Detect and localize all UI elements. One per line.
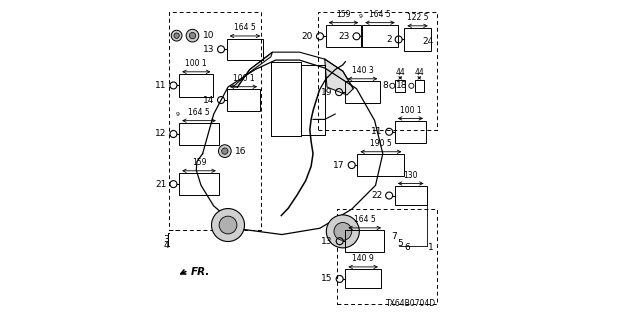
Polygon shape — [324, 59, 353, 95]
Text: 5: 5 — [397, 239, 403, 248]
Circle shape — [189, 32, 196, 39]
Text: 3: 3 — [164, 235, 170, 244]
Text: 6: 6 — [404, 243, 410, 252]
Bar — [415, 80, 424, 92]
Bar — [179, 123, 219, 145]
Bar — [227, 38, 263, 60]
Text: 10: 10 — [203, 31, 214, 40]
Bar — [179, 74, 213, 97]
Text: 1: 1 — [428, 243, 433, 252]
Text: 23: 23 — [338, 32, 349, 41]
Text: 20: 20 — [301, 32, 313, 41]
Bar — [396, 80, 405, 92]
Bar — [357, 154, 404, 176]
Text: 13: 13 — [202, 45, 214, 54]
Text: 9: 9 — [186, 31, 192, 40]
Text: 130: 130 — [403, 171, 418, 180]
Text: 164 5: 164 5 — [188, 108, 210, 117]
Polygon shape — [233, 52, 273, 87]
Circle shape — [186, 29, 199, 42]
Text: 11: 11 — [371, 127, 382, 136]
Circle shape — [219, 216, 237, 234]
Text: 122 5: 122 5 — [407, 13, 428, 22]
Text: 44: 44 — [415, 68, 424, 76]
Text: 140 9: 140 9 — [352, 254, 374, 263]
Circle shape — [218, 145, 231, 157]
Bar — [404, 28, 431, 51]
Bar — [346, 230, 384, 252]
Text: 159: 159 — [192, 158, 206, 167]
Circle shape — [172, 30, 182, 41]
Text: 24: 24 — [422, 36, 433, 45]
Text: 7: 7 — [391, 232, 396, 241]
Text: FR.: FR. — [191, 267, 210, 277]
Bar — [345, 81, 380, 103]
Text: 164 5: 164 5 — [354, 215, 376, 224]
Bar — [326, 25, 361, 47]
Text: 19: 19 — [321, 88, 332, 97]
Text: 14: 14 — [203, 96, 214, 105]
Bar — [346, 269, 381, 288]
Text: 11: 11 — [155, 81, 166, 90]
Text: 13: 13 — [321, 237, 333, 246]
Circle shape — [221, 148, 228, 154]
Text: 8: 8 — [383, 81, 388, 90]
Text: 100 1: 100 1 — [232, 74, 254, 83]
Text: 15: 15 — [321, 275, 333, 284]
Text: 12: 12 — [155, 130, 166, 139]
Text: 21: 21 — [155, 180, 166, 188]
Circle shape — [174, 33, 179, 38]
Text: 16: 16 — [236, 147, 247, 156]
Text: 4: 4 — [164, 241, 169, 250]
Circle shape — [326, 215, 359, 248]
Bar — [395, 121, 426, 142]
Text: 100 1: 100 1 — [399, 106, 421, 115]
Bar — [179, 173, 219, 195]
Text: TX64B0704D: TX64B0704D — [386, 300, 436, 308]
Text: 190 5: 190 5 — [370, 139, 392, 148]
Text: 100 1: 100 1 — [186, 59, 207, 68]
Text: 164 5: 164 5 — [234, 23, 256, 32]
Text: 2: 2 — [386, 35, 392, 44]
Text: 22: 22 — [371, 191, 382, 200]
Text: 140 3: 140 3 — [351, 66, 373, 75]
Circle shape — [334, 222, 352, 240]
Circle shape — [211, 209, 244, 242]
Text: 44: 44 — [396, 68, 405, 76]
Text: 159: 159 — [336, 10, 351, 19]
Bar — [227, 89, 260, 111]
Text: 9: 9 — [176, 112, 180, 117]
Text: 17: 17 — [333, 161, 345, 170]
Bar — [362, 25, 397, 47]
Text: 164 5: 164 5 — [369, 10, 391, 19]
Text: 18: 18 — [396, 81, 408, 90]
Bar — [395, 186, 427, 205]
Text: 9: 9 — [359, 14, 363, 19]
